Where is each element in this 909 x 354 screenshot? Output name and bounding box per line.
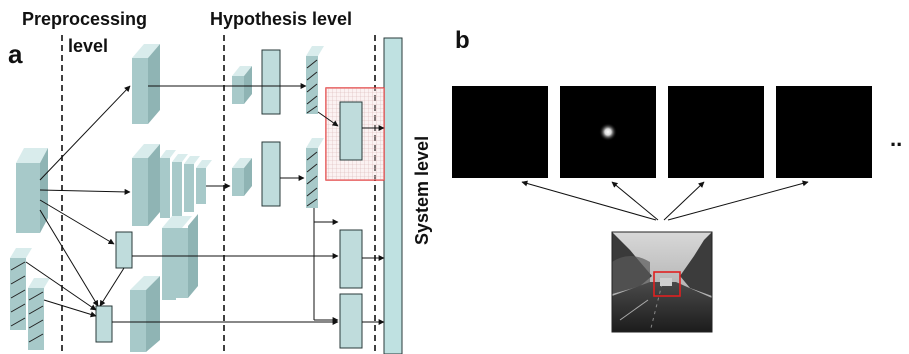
hypothesis-row2 xyxy=(232,138,324,208)
panel-a-label: a xyxy=(8,39,23,69)
more-maps-ellipsis: .. xyxy=(890,126,902,151)
input-edge-block-1 xyxy=(10,248,32,330)
highlighted-hypothesis-region xyxy=(325,87,385,181)
connections-panel-b xyxy=(521,180,809,221)
hypothesis-row1 xyxy=(232,46,324,115)
road-scene-image xyxy=(611,231,713,333)
hypothesis-box-lower-1 xyxy=(339,229,363,289)
preproc-block-stack xyxy=(132,144,212,226)
preprocessing-level-subtitle: level xyxy=(68,36,108,56)
panel-a: a Preprocessing level Hypothesis level S… xyxy=(8,9,432,354)
preproc-block-bottom xyxy=(130,276,160,352)
preproc-block-mid xyxy=(162,214,198,300)
connections-panel-a xyxy=(25,83,385,325)
panel-b-label: b xyxy=(455,27,470,54)
saliency-map-1 xyxy=(452,86,548,178)
hypothesis-box-lower-2 xyxy=(339,293,363,349)
preproc-block-top xyxy=(132,44,160,124)
input-edge-block-2 xyxy=(28,278,50,350)
saliency-map-3 xyxy=(668,86,764,178)
preproc-box-small-1 xyxy=(115,231,133,269)
system-level-bar xyxy=(383,37,403,354)
hypothesis-level-title: Hypothesis level xyxy=(210,9,352,29)
preprocessing-level-title: Preprocessing xyxy=(22,9,147,29)
input-image-block xyxy=(16,148,48,233)
saliency-map-4 xyxy=(776,86,872,178)
panel-b: b .. xyxy=(452,27,902,333)
saliency-blob xyxy=(599,123,617,141)
preproc-box-small-2 xyxy=(95,305,113,343)
system-level-label: System level xyxy=(412,136,432,245)
